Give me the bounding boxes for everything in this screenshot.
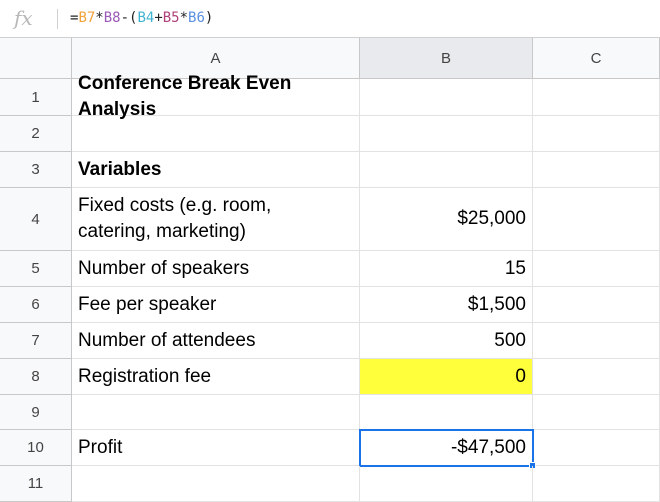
formula-token: B4 [137, 10, 155, 26]
formula-token: B6 [188, 10, 205, 26]
cell-a2[interactable] [72, 116, 360, 152]
cell-a11[interactable] [72, 466, 360, 502]
selection-outline [359, 429, 534, 467]
column-header-a[interactable]: A [72, 38, 360, 79]
row-header-9[interactable]: 9 [0, 395, 72, 430]
cell-c3[interactable] [533, 152, 660, 188]
row-header-4[interactable]: 4 [0, 188, 72, 251]
formula-token: ) [204, 10, 214, 26]
cell-c7[interactable] [533, 323, 660, 359]
cell-b2[interactable] [360, 116, 533, 152]
cell-a4[interactable]: Fixed costs (e.g. room, catering, market… [72, 188, 360, 251]
cell-b7[interactable]: 500 [360, 323, 533, 359]
formula-token: B5 [162, 10, 180, 26]
formula-bar: fx =B7*B8-(B4+B5*B6) [0, 0, 660, 38]
cell-c2[interactable] [533, 116, 660, 152]
row-header-5[interactable]: 5 [0, 251, 72, 287]
formula-token: = [70, 10, 79, 26]
formula-token: + [154, 10, 163, 26]
row-header-6[interactable]: 6 [0, 287, 72, 323]
formula-token: * [95, 10, 104, 26]
row-header-3[interactable]: 3 [0, 152, 72, 188]
divider [57, 9, 58, 29]
column-header-c[interactable]: C [533, 38, 660, 79]
formula-token: B7 [78, 10, 96, 26]
cell-b9[interactable] [360, 395, 533, 430]
row-header-11[interactable]: 11 [0, 466, 72, 502]
formula-token: B8 [103, 10, 121, 26]
column-header-b[interactable]: B [360, 38, 533, 79]
cell-c4[interactable] [533, 188, 660, 251]
cell-a3[interactable]: Variables [72, 152, 360, 188]
fx-icon: fx [14, 6, 33, 30]
row-header-7[interactable]: 7 [0, 323, 72, 359]
cell-c5[interactable] [533, 251, 660, 287]
cell-c10[interactable] [533, 430, 660, 466]
cell-c6[interactable] [533, 287, 660, 323]
cell-a7[interactable]: Number of attendees [72, 323, 360, 359]
cell-a6[interactable]: Fee per speaker [72, 287, 360, 323]
cell-b8[interactable]: 0 [360, 359, 533, 395]
formula-input[interactable]: =B7*B8-(B4+B5*B6) [70, 10, 213, 26]
row-header-2[interactable]: 2 [0, 116, 72, 152]
cell-a1[interactable]: Conference Break Even Analysis [72, 73, 360, 120]
cell-c11[interactable] [533, 466, 660, 502]
cell-b6[interactable]: $1,500 [360, 287, 533, 323]
cell-c9[interactable] [533, 395, 660, 430]
cell-a9[interactable] [72, 395, 360, 430]
corner-cell[interactable] [0, 38, 72, 79]
cell-b5[interactable]: 15 [360, 251, 533, 287]
cell-b11[interactable] [360, 466, 533, 502]
cell-c1[interactable] [533, 79, 660, 116]
row-header-8[interactable]: 8 [0, 359, 72, 395]
cell-c8[interactable] [533, 359, 660, 395]
cell-a10[interactable]: Profit [72, 430, 360, 466]
cell-a8[interactable]: Registration fee [72, 359, 360, 395]
cell-b1[interactable] [360, 79, 533, 116]
row-header-10[interactable]: 10 [0, 430, 72, 466]
formula-token: -( [120, 10, 138, 26]
formula-token: * [179, 10, 189, 26]
row-header-1[interactable]: 1 [0, 79, 72, 116]
cell-b3[interactable] [360, 152, 533, 188]
cell-b4[interactable]: $25,000 [360, 188, 533, 251]
cell-a5[interactable]: Number of speakers [72, 251, 360, 287]
